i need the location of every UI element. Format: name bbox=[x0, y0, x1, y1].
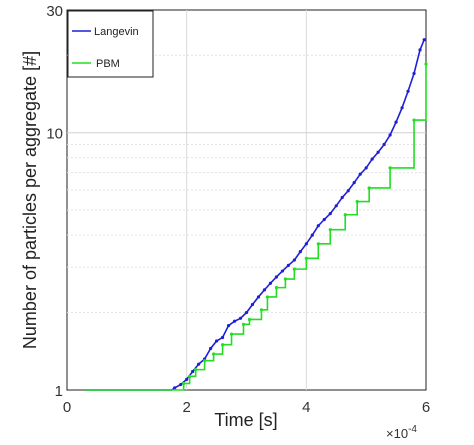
data-point-langevin bbox=[406, 89, 410, 93]
x-multiplier-exponent: -4 bbox=[408, 424, 417, 435]
data-point-pbm bbox=[283, 277, 287, 281]
data-point-pbm bbox=[265, 295, 270, 299]
data-point-pbm bbox=[241, 322, 246, 326]
data-point-langevin bbox=[209, 346, 213, 351]
y-tick-label: 1 bbox=[55, 383, 63, 400]
grid bbox=[67, 10, 426, 390]
data-point-pbm bbox=[220, 343, 225, 347]
data-point-pbm bbox=[247, 317, 252, 322]
data-point-langevin bbox=[298, 250, 302, 254]
data-point-langevin bbox=[191, 369, 195, 374]
data-point-pbm bbox=[292, 267, 296, 271]
data-point-pbm bbox=[328, 228, 332, 232]
data-point-langevin bbox=[394, 120, 398, 124]
data-point-pbm bbox=[211, 352, 216, 356]
data-point-pbm bbox=[188, 374, 192, 378]
data-point-langevin bbox=[316, 224, 320, 228]
y-tick-label: 30 bbox=[46, 3, 63, 20]
data-point-pbm bbox=[274, 286, 279, 290]
data-point-langevin bbox=[274, 275, 279, 279]
x-tick-label: 0 bbox=[63, 399, 71, 416]
data-point-pbm bbox=[388, 166, 392, 170]
data-point-pbm bbox=[343, 213, 347, 217]
data-point-langevin bbox=[173, 386, 177, 390]
data-point-langevin bbox=[244, 310, 249, 315]
data-point-langevin bbox=[220, 335, 225, 340]
legend-box bbox=[67, 10, 154, 78]
legend-label-langevin: Langevin bbox=[94, 26, 139, 38]
x-tick-label: 6 bbox=[422, 399, 430, 416]
data-point-langevin bbox=[280, 269, 284, 273]
data-point-langevin bbox=[322, 217, 326, 222]
data-point-langevin bbox=[185, 377, 189, 381]
data-point-pbm bbox=[259, 308, 264, 312]
data-point-langevin bbox=[214, 339, 219, 343]
data-point-langevin bbox=[340, 195, 344, 200]
series-line-pbm bbox=[84, 64, 427, 391]
x-multiplier-base: ×10 bbox=[386, 426, 408, 441]
data-point-langevin bbox=[179, 382, 183, 387]
data-point-pbm bbox=[203, 359, 207, 363]
x-tick-label: 2 bbox=[182, 399, 190, 416]
data-point-langevin bbox=[358, 172, 362, 176]
data-point-langevin bbox=[232, 319, 237, 323]
data-point-pbm bbox=[194, 368, 198, 372]
data-point-langevin bbox=[364, 166, 368, 170]
data-point-langevin bbox=[382, 142, 386, 147]
series-group bbox=[84, 38, 428, 391]
data-point-pbm bbox=[355, 199, 359, 204]
data-point-pbm bbox=[412, 118, 416, 122]
data-point-langevin bbox=[256, 295, 261, 299]
data-point-langevin bbox=[250, 302, 255, 307]
data-point-langevin bbox=[286, 263, 290, 268]
data-point-langevin bbox=[352, 181, 356, 185]
data-point-pbm bbox=[316, 242, 320, 246]
data-point-langevin bbox=[388, 133, 392, 137]
legend: Langevin PBM bbox=[67, 10, 154, 78]
y-ticks: 1 10 30 bbox=[46, 3, 63, 400]
data-point-langevin bbox=[262, 288, 267, 292]
data-point-langevin bbox=[376, 150, 380, 154]
data-point-langevin bbox=[328, 211, 332, 216]
x-multiplier: ×10-4 bbox=[386, 424, 417, 441]
y-tick-label: 10 bbox=[46, 126, 63, 143]
data-point-langevin bbox=[422, 38, 426, 42]
x-ticks: 0 2 4 6 bbox=[63, 399, 430, 416]
data-point-langevin bbox=[346, 189, 350, 193]
x-tick-label: 4 bbox=[302, 399, 310, 416]
data-point-langevin bbox=[197, 362, 201, 366]
y-axis-label: Number of particles per aggregate [#] bbox=[20, 51, 40, 349]
legend-label-pbm: PBM bbox=[96, 58, 120, 70]
data-point-langevin bbox=[370, 157, 374, 161]
data-point-langevin bbox=[238, 316, 243, 320]
data-point-langevin bbox=[310, 233, 314, 237]
data-point-langevin bbox=[304, 242, 308, 246]
data-point-langevin bbox=[412, 71, 416, 76]
data-point-pbm bbox=[182, 381, 186, 386]
data-point-pbm bbox=[229, 332, 234, 336]
data-point-pbm bbox=[367, 186, 371, 190]
data-point-langevin bbox=[334, 204, 338, 208]
data-point-langevin bbox=[268, 281, 273, 285]
data-point-langevin bbox=[292, 258, 296, 262]
data-point-pbm bbox=[424, 62, 428, 66]
x-axis-label: Time [s] bbox=[214, 410, 277, 430]
data-point-langevin bbox=[400, 106, 404, 110]
data-point-langevin bbox=[226, 323, 231, 328]
data-point-langevin bbox=[418, 48, 422, 52]
data-point-pbm bbox=[304, 256, 308, 260]
